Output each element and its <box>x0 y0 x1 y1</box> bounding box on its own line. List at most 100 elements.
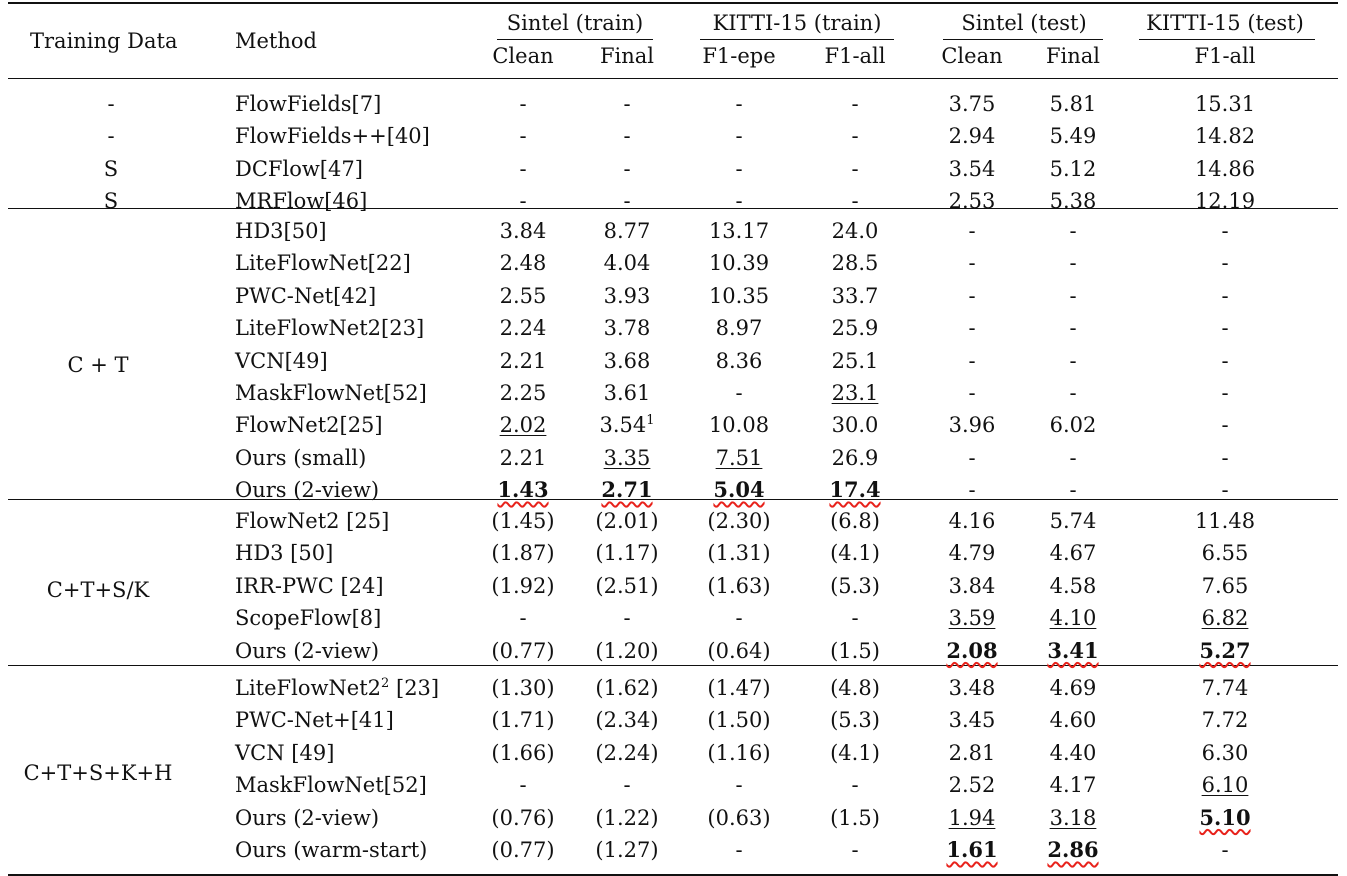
value-cell: 1.43 <box>497 478 548 502</box>
value-cell: 2.81 <box>949 741 996 765</box>
value-cell: 5.12 <box>1050 157 1097 181</box>
method-cell: FlowFields++[40] <box>235 124 430 148</box>
value-cell: (2.24) <box>595 741 658 765</box>
value-text: - <box>623 156 631 181</box>
value-text: 4.58 <box>1049 573 1097 598</box>
value-text: 2.86 <box>1047 837 1099 862</box>
value-cell: 5.74 <box>1050 509 1097 533</box>
value-cell: - <box>968 478 975 502</box>
value-text: 2.53 <box>948 189 996 214</box>
value-text: 17.4 <box>829 477 881 503</box>
value-cell: 25.1 <box>832 349 879 373</box>
header-kitti-train-all: F1-all <box>824 44 886 68</box>
value-cell: - <box>1221 478 1228 502</box>
value-cell: 8.77 <box>604 219 651 243</box>
value-cell: 7.65 <box>1202 574 1249 598</box>
value-text: (4.1) <box>830 740 880 765</box>
training-data-cell: S <box>103 189 119 214</box>
value-cell: - <box>968 316 975 340</box>
value-cell: 25.9 <box>832 316 879 340</box>
method-name: FlowNet2 [25] <box>235 509 390 533</box>
group-line-sintel-test <box>943 39 1103 41</box>
value-text: - <box>735 92 743 116</box>
value-cell: 5.04 <box>713 478 764 502</box>
value-text: - <box>968 251 976 276</box>
value-text: (6.8) <box>830 509 880 533</box>
method-name: LiteFlowNet2 <box>235 676 382 700</box>
value-text: - <box>735 606 743 631</box>
value-cell: (2.01) <box>595 509 658 533</box>
value-text: (0.64) <box>707 638 771 663</box>
value-text: 6.30 <box>1201 740 1249 765</box>
value-text: 3.54 <box>948 156 996 181</box>
value-cell: 28.5 <box>832 251 879 275</box>
value-cell: 8.97 <box>716 316 763 340</box>
value-cell: - <box>1221 349 1228 373</box>
method-name: Ours (small) <box>235 445 367 470</box>
value-text: 33.7 <box>831 283 879 308</box>
value-text: 2.08 <box>946 637 998 663</box>
value-cell: 2.53 <box>949 189 996 213</box>
value-cell: 6.55 <box>1202 541 1249 565</box>
value-cell: 7.51 <box>716 446 763 470</box>
value-text: 13.17 <box>708 219 770 243</box>
value-cell: 3.41 <box>1047 637 1099 663</box>
value-text: (2.30) <box>707 509 771 533</box>
method-cell: DCFlow[47] <box>235 157 363 181</box>
value-text: - <box>1221 445 1229 470</box>
value-text: - <box>1221 348 1229 373</box>
value-text: 6.82 <box>1201 606 1249 631</box>
value-text: 3.78 <box>603 316 651 341</box>
value-text: (1.5) <box>830 638 880 663</box>
value-cell: 5.10 <box>1199 805 1250 830</box>
method-name: FlowFields++[40] <box>235 124 430 149</box>
value-cell: 10.08 <box>709 413 769 437</box>
section-label: C + T <box>67 352 129 377</box>
value-text: (0.76) <box>491 805 555 830</box>
value-text: 3.45 <box>948 708 996 733</box>
value-cell: - <box>851 838 858 862</box>
value-cell: 12.19 <box>1195 189 1255 213</box>
value-cell: 5.38 <box>1050 189 1097 213</box>
value-text: 5.81 <box>1049 92 1097 116</box>
value-text: 12.19 <box>1194 189 1256 214</box>
method-footnote: 2 <box>381 676 390 691</box>
method-name: ScopeFlow[8] <box>235 606 382 631</box>
value-text: (0.77) <box>491 638 555 663</box>
method-name: PWC-Net+[41] <box>235 708 394 733</box>
value-text: 4.04 <box>603 251 651 276</box>
value-text: 2.94 <box>948 124 996 149</box>
value-text: - <box>519 189 527 214</box>
value-cell: 24.0 <box>832 219 879 243</box>
value-text: 4.40 <box>1049 740 1097 765</box>
value-cell: 3.84 <box>949 574 996 598</box>
value-text: 6.55 <box>1201 541 1249 566</box>
method-cell: HD3[50] <box>235 219 327 243</box>
value-cell: (0.76) <box>491 806 554 830</box>
value-cell: - <box>968 284 975 308</box>
value-cell: 2.21 <box>500 446 547 470</box>
method-cell: HD3 [50] <box>235 541 333 565</box>
value-text: 2.25 <box>499 381 547 405</box>
value-cell: (0.77) <box>491 639 554 663</box>
value-text: - <box>851 773 859 798</box>
value-cell: (1.30) <box>491 676 554 700</box>
top-rule <box>8 2 1338 4</box>
value-cell: (1.20) <box>595 639 658 663</box>
value-text: 3.84 <box>499 219 547 243</box>
value-cell: (1.16) <box>707 741 770 765</box>
value-cell: 3.54 <box>949 157 996 181</box>
value-cell: 13.17 <box>709 219 769 243</box>
value-cell: - <box>851 92 858 116</box>
value-cell: (1.71) <box>491 708 554 732</box>
method-cell: IRR-PWC [24] <box>235 574 384 598</box>
method-cell: MRFlow[46] <box>235 189 367 213</box>
value-cell: - <box>1069 251 1076 275</box>
value-cell: - <box>623 773 630 797</box>
value-text: 3.41 <box>1047 637 1099 663</box>
value-cell: (2.30) <box>707 509 770 533</box>
value-text: - <box>1069 478 1077 503</box>
value-cell: - <box>519 92 526 116</box>
value-cell: - <box>1069 284 1076 308</box>
header-kitti-test: KITTI-15 (test) <box>1146 11 1304 35</box>
